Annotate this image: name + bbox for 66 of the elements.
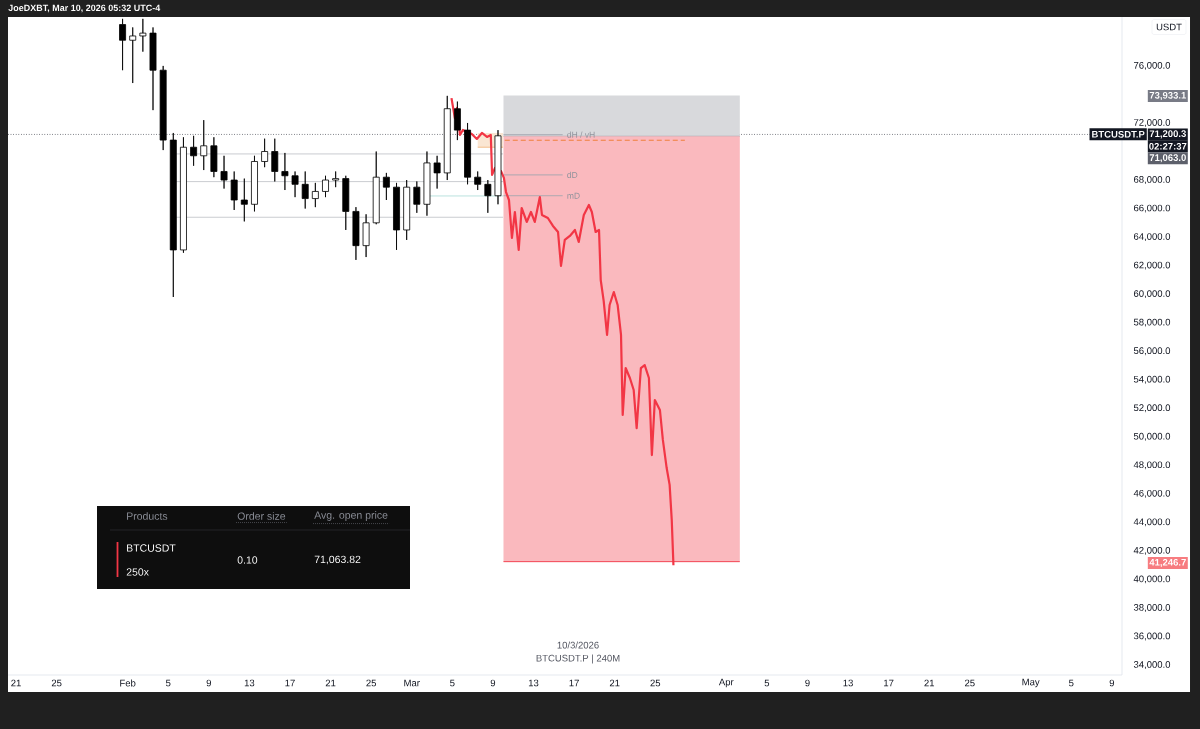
x-tick-label: 9 [1109, 679, 1115, 687]
annotation: Avg. open price [314, 511, 388, 521]
annotation: 10/3/2026 [557, 641, 599, 649]
x-tick-label: 25 [650, 679, 661, 687]
x-tick-label: May [1022, 678, 1040, 688]
x-tick-label: 21 [924, 679, 935, 687]
annotation: mD [567, 192, 580, 199]
text: 41,246.7 [1149, 558, 1186, 568]
annotation: 250x [126, 568, 149, 576]
annotation: 0.10 [237, 556, 258, 564]
x-tick-label: 17 [285, 679, 295, 687]
x-tick-label: 5 [764, 679, 770, 687]
annotation: dH / vH [567, 131, 595, 138]
x-tick-label: 17 [884, 679, 894, 687]
y-tick-label: 58,000.0 [1133, 318, 1171, 327]
y-tick-label: 40,000.0 [1133, 575, 1171, 584]
annotation: Order size [237, 512, 286, 520]
y-tick-label: 38,000.0 [1133, 604, 1171, 612]
y-tick-label: 60,000.0 [1133, 290, 1171, 299]
x-tick-label: 5 [1069, 679, 1074, 687]
x-tick-label: 25 [51, 679, 62, 687]
y-tick-label: 46,000.0 [1133, 489, 1171, 498]
x-tick-label: 21 [609, 679, 620, 687]
annotation: 71,063.82 [314, 555, 361, 565]
y-tick-label: 76,000.0 [1133, 61, 1171, 70]
x-tick-label: 9 [805, 679, 810, 687]
x-tick-label: Apr [718, 678, 734, 688]
ref-line-label: 71,200.3 [1149, 130, 1186, 139]
text: 73,933.1 [1149, 91, 1187, 101]
y-tick-label: 66,000.0 [1133, 204, 1171, 213]
x-tick-label: 25 [366, 679, 377, 687]
annotation: BTCUSDT.P | 240M [536, 654, 620, 664]
y-tick-label: 62,000.0 [1133, 261, 1171, 270]
x-tick-label: 21 [325, 679, 336, 687]
x-tick-label: 13 [843, 679, 853, 687]
x-tick-label: 5 [165, 679, 171, 687]
y-tick-label: 64,000.0 [1133, 233, 1171, 242]
text: 71,063.0 [1149, 154, 1186, 163]
x-tick-label: 25 [964, 679, 975, 687]
y-tick-label: 52,000.0 [1133, 404, 1171, 413]
annotation: Products [127, 512, 168, 520]
y-tick-label: 56,000.0 [1133, 347, 1171, 356]
x-tick-label: Mar [404, 679, 420, 687]
y-tick-label: 72,000.0 [1133, 119, 1171, 127]
y-tick-label: 48,000.0 [1133, 461, 1171, 470]
x-tick-label: 5 [450, 679, 455, 687]
x-tick-label: 9 [490, 679, 496, 687]
x-tick-label: 17 [569, 679, 579, 687]
x-tick-label: 13 [528, 679, 539, 687]
text: 02:27:37 [1149, 142, 1187, 150]
annotation: BTCUSDT [127, 544, 176, 552]
x-tick-label: 9 [206, 679, 211, 687]
x-tick-label: 13 [244, 679, 255, 687]
y-tick-label: 50,000.0 [1133, 432, 1171, 441]
y-tick-label: 36,000.0 [1133, 632, 1171, 641]
y-tick-label: 42,000.0 [1133, 546, 1171, 555]
annotation: dD [567, 171, 578, 179]
y-tick-label: 54,000.0 [1133, 375, 1171, 384]
x-tick-label: 21 [11, 679, 21, 687]
y-tick-label: 44,000.0 [1133, 518, 1171, 527]
y-tick-label: 34,000.0 [1133, 661, 1171, 669]
x-tick-label: Feb [120, 679, 136, 687]
y-axis-title: USDT [1156, 23, 1182, 31]
y-tick-label: 68,000.0 [1133, 176, 1171, 184]
chart-title: JoeDXBT, Mar 10, 2026 05:32 UTC-4 [8, 4, 161, 13]
annotation: BTCUSDT.P [1092, 130, 1145, 138]
